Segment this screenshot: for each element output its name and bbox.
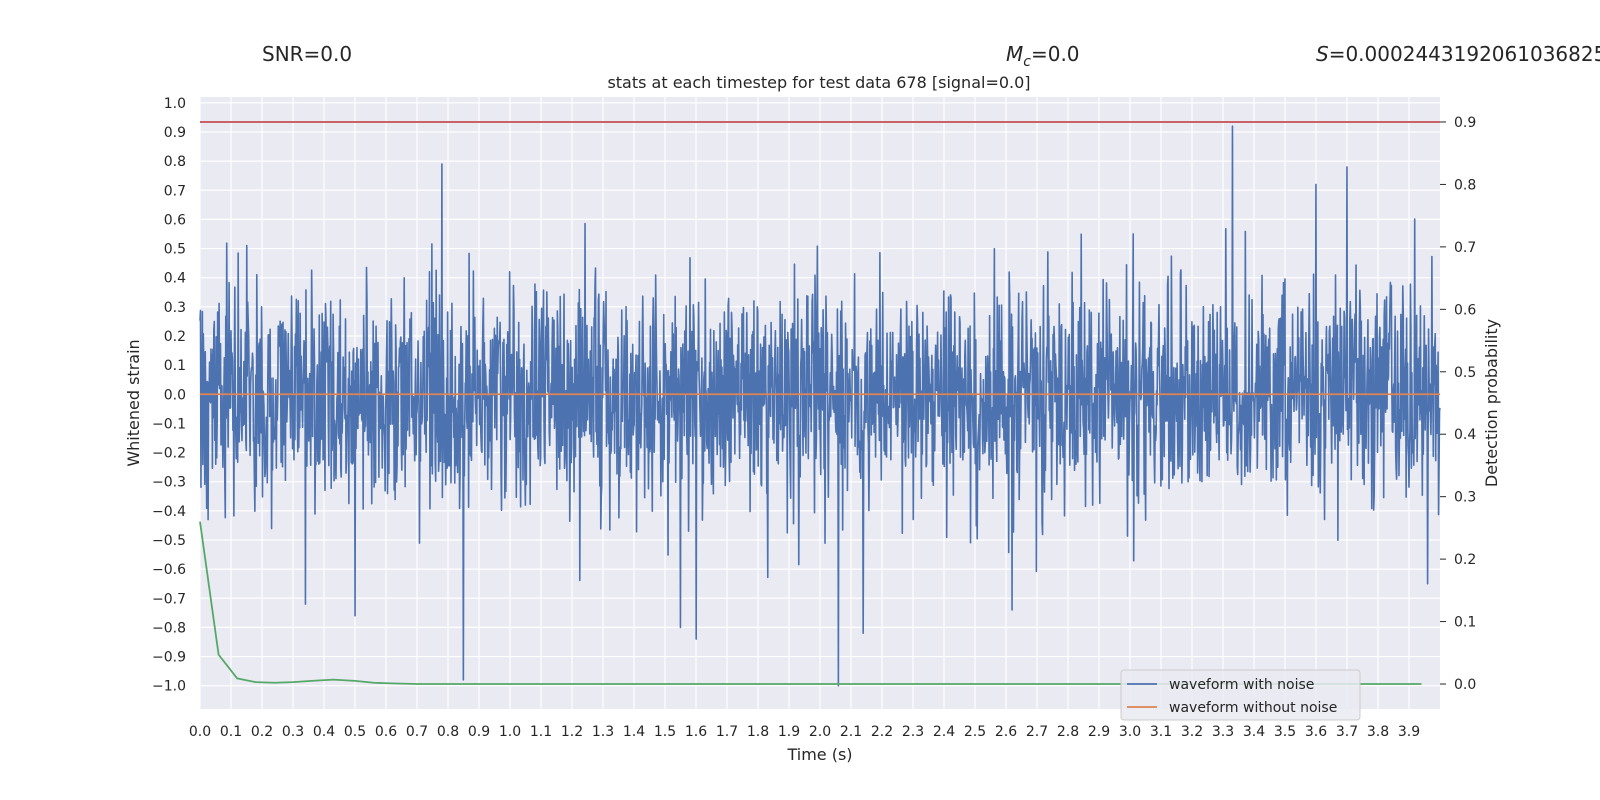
x-tick-label-30: 3.0 <box>1119 724 1141 740</box>
chirp-mass-value: =0.0 <box>1031 42 1080 66</box>
y-left-tick-label-0: 1.0 <box>164 96 186 112</box>
y-left-tick-label-2: 0.8 <box>164 154 186 170</box>
x-tick-label-17: 1.7 <box>716 724 738 740</box>
x-tick-label-8: 0.8 <box>437 724 459 740</box>
legend-label-0: waveform with noise <box>1169 677 1314 693</box>
y-right-tick-label-1: 0.8 <box>1454 177 1476 193</box>
x-tick-label-21: 2.1 <box>840 724 862 740</box>
y-left-tick-label-13: −0.3 <box>152 475 186 491</box>
x-tick-label-28: 2.8 <box>1057 724 1079 740</box>
chirp-mass-subscript: c <box>1023 54 1031 70</box>
x-tick-label-11: 1.1 <box>530 724 552 740</box>
y-left-tick-label-18: −0.8 <box>152 620 186 636</box>
y-axis-left-title: Whitened strain <box>124 339 143 466</box>
noise-series-group <box>199 125 1441 687</box>
legend: waveform with noise waveform without nois… <box>1120 669 1361 721</box>
x-tick-label-5: 0.5 <box>344 724 366 740</box>
chirp-mass-label: Mc=0.0 <box>1006 42 1080 70</box>
y-left-tick-label-7: 0.3 <box>164 300 186 316</box>
y-left-tick-label-10: 0.0 <box>164 387 186 403</box>
x-tick-label-10: 1.0 <box>499 724 521 740</box>
x-tick-label-26: 2.6 <box>995 724 1017 740</box>
series-waveform-with-noise <box>199 125 1441 687</box>
plot-content <box>199 121 1441 687</box>
y-left-tick-label-15: −0.5 <box>152 533 186 549</box>
line-series-group <box>199 121 1440 685</box>
y-axis-right-title: Detection probability <box>1482 319 1501 487</box>
x-tick-label-23: 2.3 <box>902 724 924 740</box>
x-tick-label-1: 0.1 <box>220 724 242 740</box>
y-right-tick-label-9: 0.0 <box>1454 677 1476 693</box>
y-left-tick-label-4: 0.6 <box>164 212 186 228</box>
x-tick-label-32: 3.2 <box>1181 724 1203 740</box>
y-left-tick-label-19: −0.9 <box>152 650 186 666</box>
x-tick-label-0: 0.0 <box>189 724 211 740</box>
chirp-mass-symbol: M <box>1006 42 1023 66</box>
y-left-tick-label-9: 0.1 <box>164 358 186 374</box>
header-annotations: SNR=0.0 Mc=0.0 S=0.00024431920610368252 … <box>262 42 1600 92</box>
y-left-tick-label-16: −0.6 <box>152 562 186 578</box>
y-left-tick-label-17: −0.7 <box>152 591 186 607</box>
x-tick-label-37: 3.7 <box>1336 724 1358 740</box>
x-tick-label-14: 1.4 <box>623 724 645 740</box>
x-tick-label-38: 3.8 <box>1367 724 1389 740</box>
x-tick-label-31: 3.1 <box>1150 724 1172 740</box>
y-left-tick-label-1: 0.9 <box>164 125 186 141</box>
y-left-tick-label-14: −0.4 <box>152 504 186 520</box>
x-tick-label-4: 0.4 <box>313 724 335 740</box>
y-left-tick-label-12: −0.2 <box>152 446 186 462</box>
x-axis-ticks: 0.0 0.1 0.2 0.3 0.4 0.5 0.6 0.7 0.8 0.9 1.0 1.1 1.2 1… <box>189 724 1420 740</box>
s-statistic-symbol: S <box>1316 42 1329 66</box>
y-left-tick-label-8: 0.2 <box>164 329 186 345</box>
series-detection-probability <box>199 521 1422 685</box>
x-tick-label-29: 2.9 <box>1088 724 1110 740</box>
y-axis-left-ticks: 1.0 0.9 0.8 0.7 0.6 0.5 0.4 0.3 0.2 0.1 0.0 −0.1 −0.… <box>152 96 186 695</box>
x-tick-label-13: 1.3 <box>592 724 614 740</box>
x-tick-label-33: 3.3 <box>1212 724 1234 740</box>
snr-label: SNR=0.0 <box>262 42 352 66</box>
x-tick-label-24: 2.4 <box>933 724 955 740</box>
x-tick-label-39: 3.9 <box>1398 724 1420 740</box>
y-left-tick-label-11: −0.1 <box>152 416 186 432</box>
s-statistic-label: S=0.00024431920610368252 <box>1316 42 1600 66</box>
y-right-tick-label-0: 0.9 <box>1454 115 1476 131</box>
x-tick-label-3: 0.3 <box>282 724 304 740</box>
y-left-tick-label-6: 0.4 <box>164 271 186 287</box>
x-axis-title: Time (s) <box>786 745 852 764</box>
x-tick-label-34: 3.4 <box>1243 724 1265 740</box>
y-right-tick-label-6: 0.3 <box>1454 490 1476 506</box>
x-tick-label-18: 1.8 <box>747 724 769 740</box>
y-right-tick-label-3: 0.6 <box>1454 302 1476 318</box>
x-tick-label-27: 2.7 <box>1026 724 1048 740</box>
s-statistic-value: =0.00024431920610368252 <box>1329 42 1600 66</box>
y-left-tick-label-20: −1.0 <box>152 679 186 695</box>
x-tick-label-16: 1.6 <box>685 724 707 740</box>
y-left-tick-label-3: 0.7 <box>164 183 186 199</box>
chart-title: stats at each timestep for test data 678… <box>607 73 1030 92</box>
y-right-tick-label-5: 0.4 <box>1454 427 1476 443</box>
legend-box <box>1120 669 1361 721</box>
legend-label-1: waveform without noise <box>1169 700 1337 716</box>
y-left-tick-label-5: 0.5 <box>164 242 186 258</box>
x-tick-label-2: 0.2 <box>251 724 273 740</box>
y-axis-right-ticks: 0.9 0.8 0.7 0.6 0.5 0.4 0.3 0.2 0.1 0.0 <box>1440 115 1476 693</box>
y-right-tick-label-7: 0.2 <box>1454 552 1476 568</box>
y-right-tick-label-8: 0.1 <box>1454 615 1476 631</box>
x-tick-label-36: 3.6 <box>1305 724 1327 740</box>
x-tick-label-15: 1.5 <box>654 724 676 740</box>
x-tick-label-12: 1.2 <box>561 724 583 740</box>
y-right-tick-label-2: 0.7 <box>1454 240 1476 256</box>
x-tick-label-35: 3.5 <box>1274 724 1296 740</box>
x-tick-label-7: 0.7 <box>406 724 428 740</box>
x-tick-label-9: 0.9 <box>468 724 490 740</box>
x-tick-label-6: 0.6 <box>375 724 397 740</box>
x-tick-label-20: 2.0 <box>809 724 831 740</box>
x-tick-label-22: 2.2 <box>871 724 893 740</box>
x-tick-label-19: 1.9 <box>778 724 800 740</box>
y-right-tick-label-4: 0.5 <box>1454 365 1476 381</box>
x-tick-label-25: 2.5 <box>964 724 986 740</box>
